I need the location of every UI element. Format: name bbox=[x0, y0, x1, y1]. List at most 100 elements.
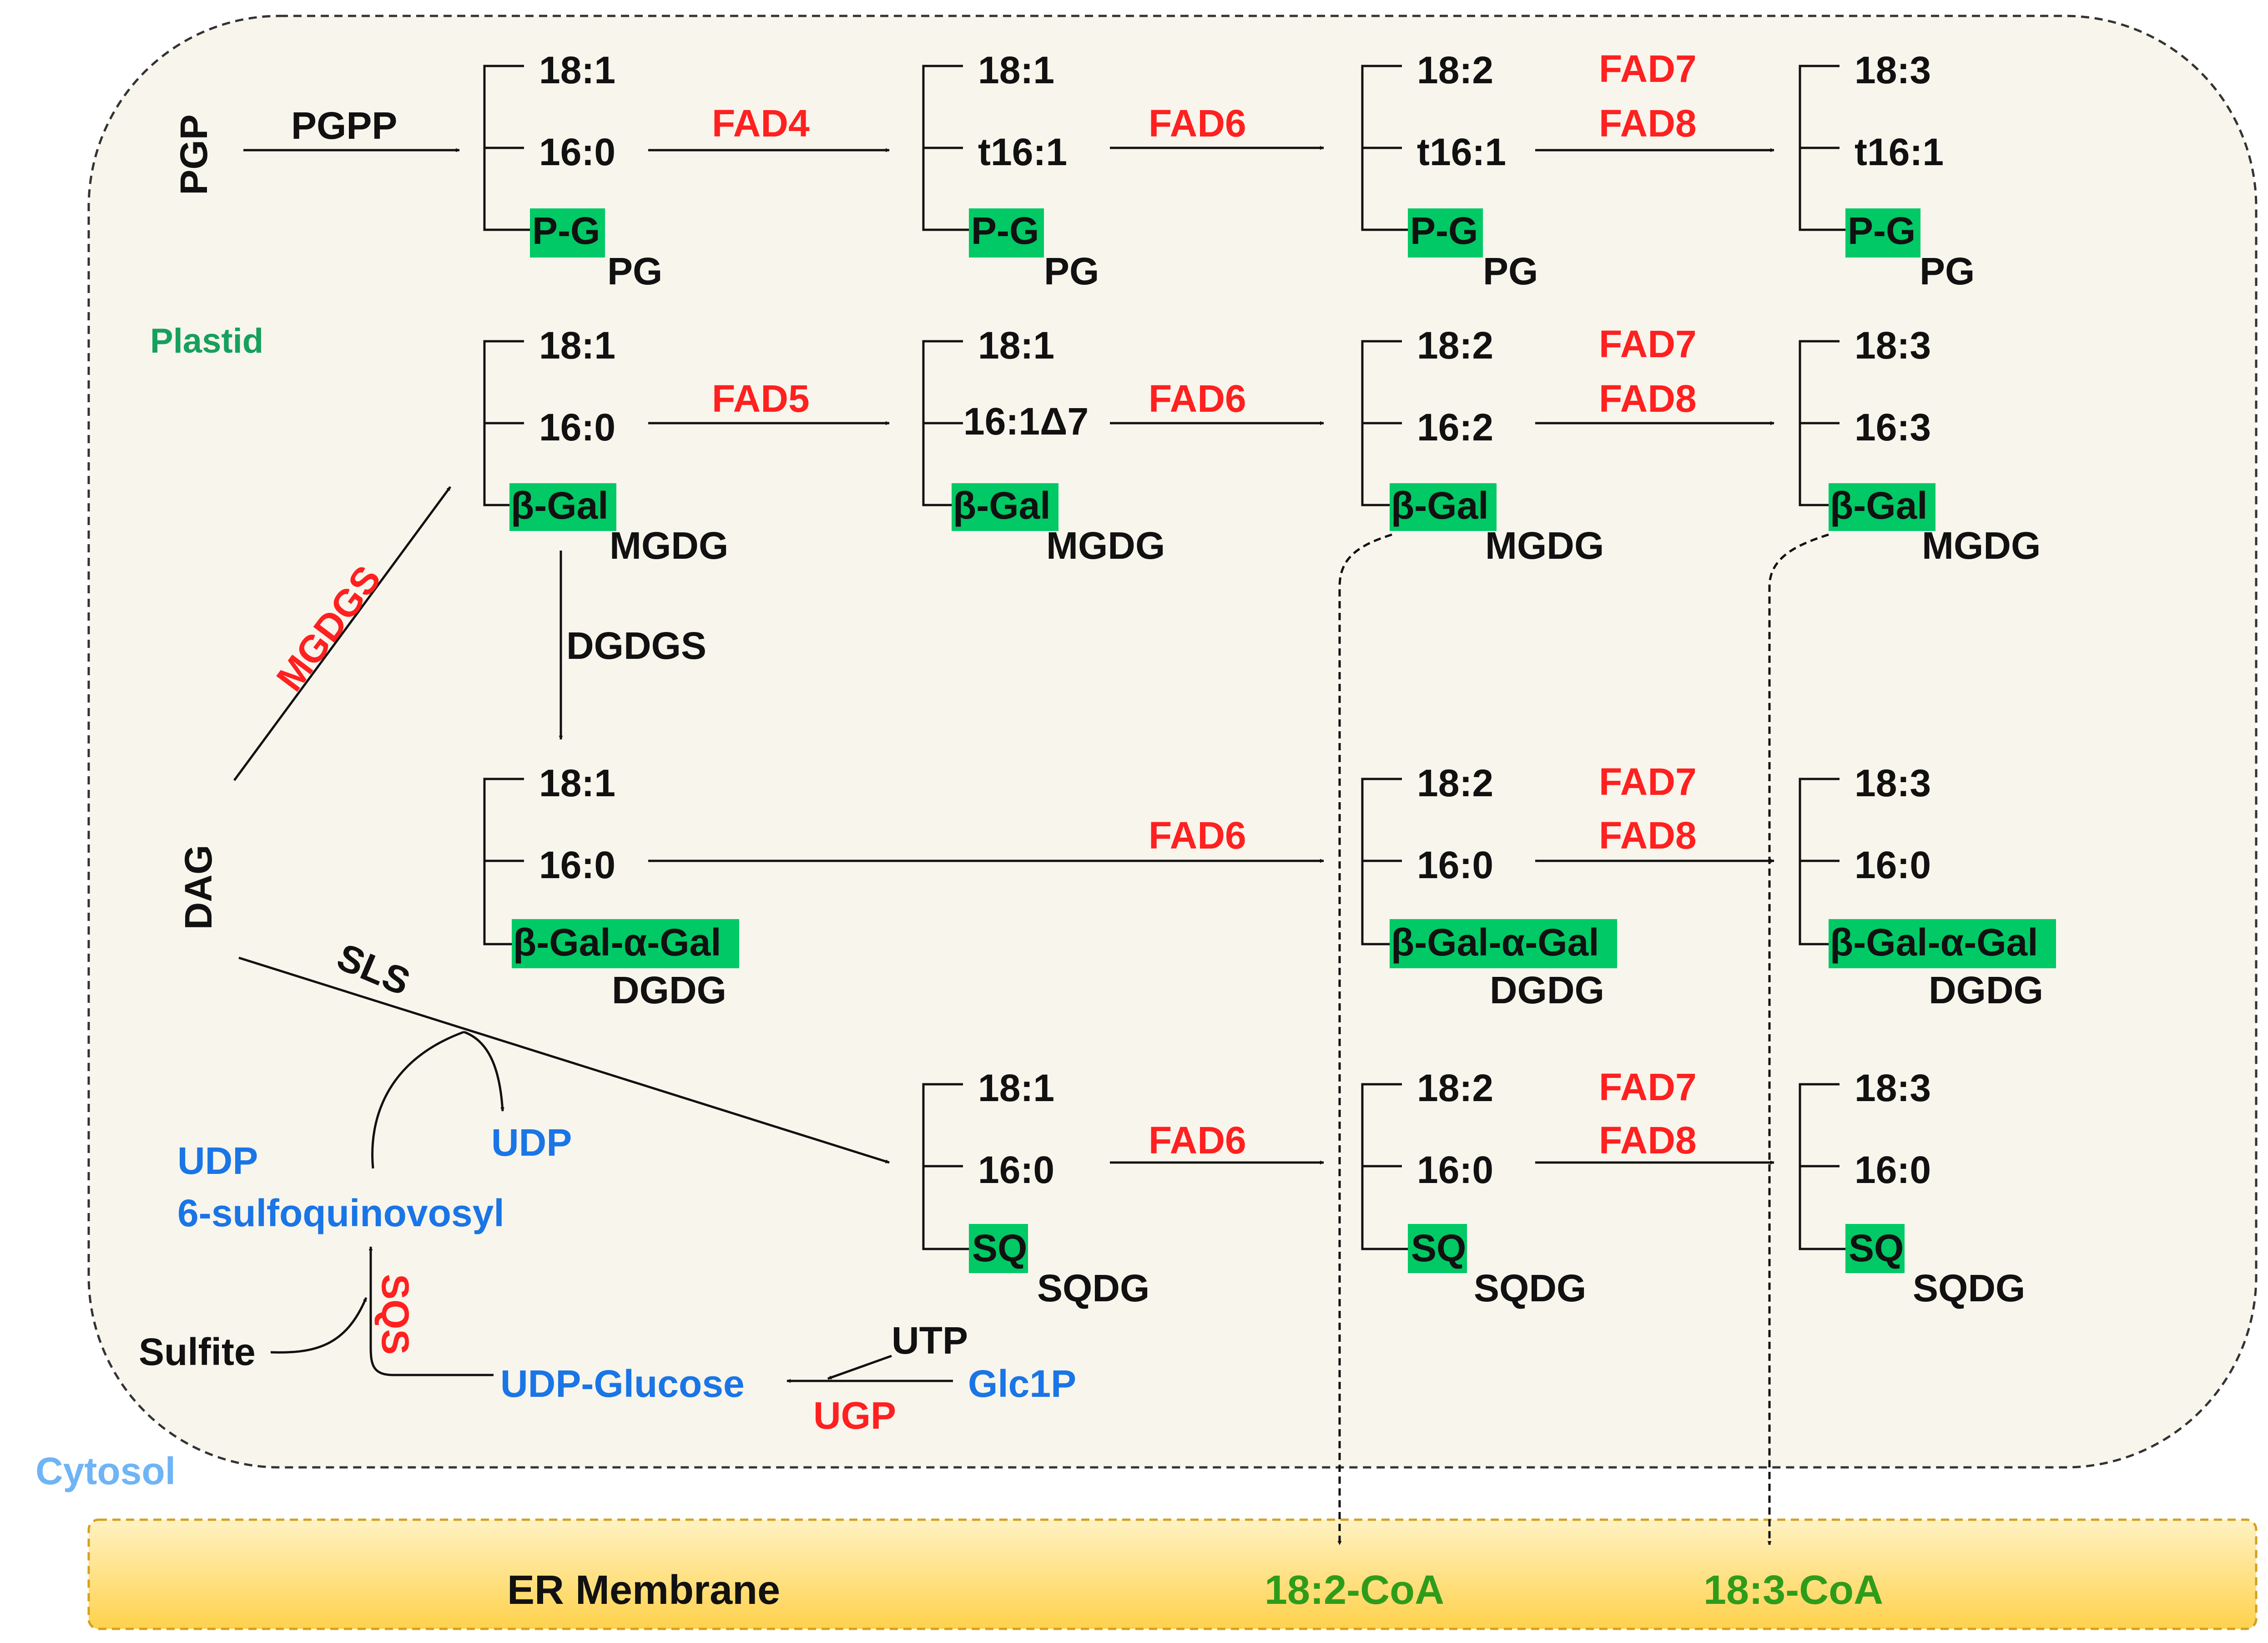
metabolite-udp-glucose: UDP-Glucose bbox=[500, 1362, 745, 1405]
lipid-class-label: MGDG bbox=[610, 524, 728, 567]
enzyme-fad7-pg: FAD7 bbox=[1599, 47, 1697, 90]
fatty-acid-mid: 16:2 bbox=[1417, 406, 1493, 449]
headgroup-box bbox=[1845, 1224, 1905, 1273]
fatty-acid-mid: t16:1 bbox=[1417, 131, 1506, 173]
arrow-mgdg-to-182-coa bbox=[1337, 533, 1392, 1545]
coa-183-label: 18:3-CoA bbox=[1704, 1567, 1883, 1613]
arrow-mgdgs bbox=[233, 486, 452, 781]
lipid-bracket bbox=[1361, 778, 1402, 945]
lipid-bracket bbox=[1799, 778, 1840, 945]
fatty-acid-top: 18:3 bbox=[1855, 1067, 1931, 1109]
lipid-sqdg-0: 18:1 16:0 SQ SQDG bbox=[922, 1067, 1149, 1309]
lipid-class-label: PG bbox=[607, 250, 662, 293]
headgroup-box bbox=[952, 483, 1058, 531]
headgroup-label: β-Gal-α-Gal bbox=[513, 921, 721, 964]
headgroup-box bbox=[1829, 919, 2056, 968]
enzyme-fad8-mgdg: FAD8 bbox=[1599, 377, 1697, 420]
headgroup-box bbox=[1408, 208, 1483, 258]
lipid-bracket bbox=[1361, 1083, 1408, 1250]
lipid-sqdg-1: 18:2 16:0 SQ SQDG bbox=[1361, 1067, 1586, 1309]
pgp-label: PGP bbox=[172, 114, 215, 195]
lipid-bracket bbox=[922, 65, 969, 231]
lipid-dgdg-0: 18:1 16:0 β-Gal-α-Gal DGDG bbox=[483, 762, 739, 1011]
lipid-pg-0: 18:1 16:0 P-G PG bbox=[483, 49, 662, 293]
fatty-acid-mid: 16:0 bbox=[1855, 844, 1931, 886]
fatty-acid-top: 18:3 bbox=[1855, 324, 1931, 367]
lipid-bracket bbox=[1361, 65, 1408, 231]
headgroup-label: β-Gal-α-Gal bbox=[1830, 921, 2038, 964]
fatty-acid-top: 18:1 bbox=[978, 1067, 1054, 1109]
headgroup-label: SQ bbox=[1849, 1227, 1904, 1269]
lipid-pg-3: 18:3 t16:1 P-G PG bbox=[1799, 49, 1975, 293]
lipid-class-label: PG bbox=[1044, 250, 1099, 293]
metabolite-udp-sq-line2: 6-sulfoquinovosyl bbox=[177, 1192, 504, 1234]
enzyme-pgpp: PGPP bbox=[291, 104, 397, 147]
lipid-bracket bbox=[922, 340, 963, 506]
fatty-acid-mid: 16:3 bbox=[1855, 406, 1931, 449]
fatty-acid-top: 18:1 bbox=[978, 324, 1054, 367]
lipid-mgdg-3: 18:3 16:3 β-Gal MGDG bbox=[1799, 324, 2041, 567]
metabolite-udp: UDP bbox=[491, 1121, 572, 1164]
fatty-acid-mid: t16:1 bbox=[1855, 131, 1944, 173]
headgroup-label: β-Gal bbox=[1391, 484, 1489, 527]
fatty-acid-mid: 16:1Δ7 bbox=[963, 400, 1089, 443]
headgroup-label: P-G bbox=[1848, 209, 1915, 252]
headgroup-box bbox=[1845, 208, 1920, 258]
headgroup-label: SQ bbox=[972, 1227, 1027, 1269]
metabolite-utp: UTP bbox=[892, 1319, 968, 1362]
headgroup-box bbox=[1390, 919, 1617, 968]
headgroup-label: β-Gal bbox=[1830, 484, 1928, 527]
lipid-mgdg-1: 18:1 16:1Δ7 β-Gal MGDG bbox=[922, 324, 1165, 567]
fatty-acid-mid: 16:0 bbox=[1417, 1148, 1493, 1191]
coa-182-label: 18:2-CoA bbox=[1265, 1567, 1444, 1613]
enzyme-fad5: FAD5 bbox=[712, 377, 810, 420]
fatty-acid-mid: t16:1 bbox=[978, 131, 1067, 173]
headgroup-box bbox=[1408, 1224, 1467, 1273]
headgroup-label: β-Gal bbox=[511, 484, 609, 527]
fatty-acid-top: 18:1 bbox=[539, 762, 615, 804]
fatty-acid-mid: 16:0 bbox=[1855, 1148, 1931, 1191]
lipid-bracket bbox=[1799, 340, 1840, 506]
enzyme-ugp: UGP bbox=[813, 1394, 896, 1437]
headgroup-label: β-Gal bbox=[953, 484, 1051, 527]
fatty-acid-mid: 16:0 bbox=[539, 406, 615, 449]
enzyme-fad6-pg: FAD6 bbox=[1149, 102, 1246, 145]
headgroup-label: β-Gal-α-Gal bbox=[1391, 921, 1599, 964]
lipid-class-label: DGDG bbox=[1490, 969, 1604, 1011]
lipid-class-label: MGDG bbox=[1046, 524, 1165, 567]
fatty-acid-top: 18:1 bbox=[539, 324, 615, 367]
lipid-bracket bbox=[922, 1083, 969, 1250]
er-membrane-label: ER Membrane bbox=[507, 1567, 780, 1613]
er-membrane bbox=[87, 1518, 2258, 1630]
fatty-acid-top: 18:3 bbox=[1855, 762, 1931, 804]
fatty-acid-mid: 16:0 bbox=[539, 131, 615, 173]
lipid-pg-1: 18:1 t16:1 P-G PG bbox=[922, 49, 1099, 293]
lipid-bracket bbox=[483, 340, 524, 506]
fatty-acid-top: 18:2 bbox=[1417, 762, 1493, 804]
lipid-bracket bbox=[1361, 340, 1402, 506]
enzyme-fad6-sqdg: FAD6 bbox=[1149, 1119, 1246, 1162]
metabolite-glc1p: Glc1P bbox=[968, 1362, 1076, 1405]
fatty-acid-top: 18:1 bbox=[978, 49, 1054, 91]
fatty-acid-mid: 16:0 bbox=[539, 844, 615, 886]
lipid-bracket bbox=[1799, 65, 1845, 231]
arrow-sulfite-to-sqs bbox=[270, 1297, 368, 1354]
arrow-sls bbox=[238, 956, 890, 1164]
headgroup-label: P-G bbox=[1410, 209, 1478, 252]
lipid-class-label: PG bbox=[1483, 250, 1538, 293]
fatty-acid-top: 18:2 bbox=[1417, 49, 1493, 91]
arrow-udp-sq-to-sls bbox=[371, 1031, 464, 1169]
fatty-acid-top: 18:3 bbox=[1855, 49, 1931, 91]
enzyme-dgdgs: DGDGS bbox=[566, 624, 706, 667]
metabolite-udp-sq-line1: UDP bbox=[177, 1139, 258, 1182]
enzyme-fad8-pg: FAD8 bbox=[1599, 102, 1697, 145]
fatty-acid-top: 18:2 bbox=[1417, 1067, 1493, 1109]
headgroup-box bbox=[509, 483, 616, 531]
enzyme-sqs: SQS bbox=[374, 1274, 417, 1355]
lipid-class-label: SQDG bbox=[1474, 1267, 1586, 1309]
headgroup-box bbox=[1390, 483, 1497, 531]
arrow-sls-to-udp bbox=[464, 1031, 504, 1112]
lipid-bracket bbox=[483, 778, 524, 945]
lipid-class-label: DGDG bbox=[1929, 969, 2043, 1011]
